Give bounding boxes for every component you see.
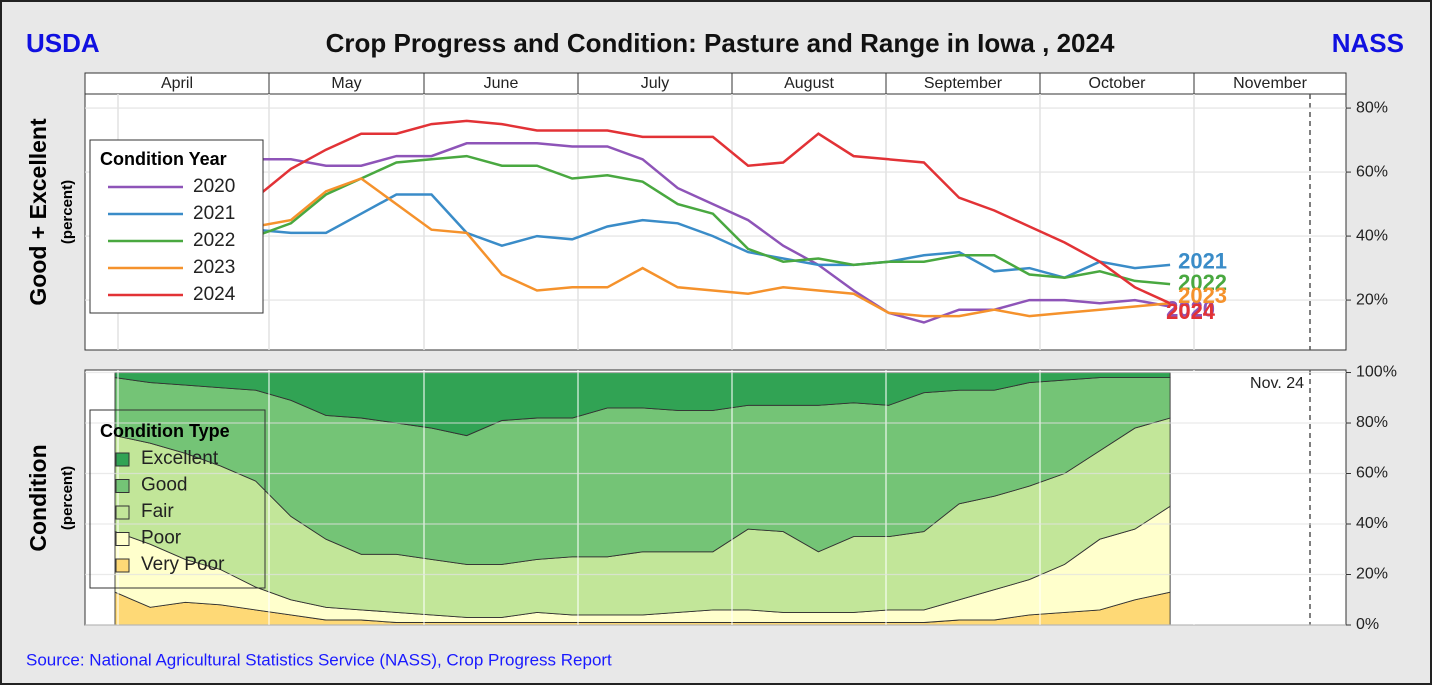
legend-swatch (115, 505, 130, 520)
y-tick-label: 20% (1356, 291, 1388, 308)
legend-label: 2023 (193, 257, 235, 278)
y-tick-label: 80% (1356, 414, 1388, 431)
end-label: 2022 (1178, 270, 1227, 295)
y-tick-label: 40% (1356, 515, 1388, 532)
month-label: October (1089, 75, 1147, 92)
month-label: April (161, 75, 193, 92)
y-tick-label: 0% (1356, 616, 1379, 633)
y-tick-label: 20% (1356, 566, 1388, 583)
legend-swatch (115, 558, 130, 573)
month-label: September (924, 75, 1003, 92)
y-axis-sublabel: (percent) (59, 180, 76, 244)
header-left: USDA (26, 28, 100, 58)
legend-label: 2020 (193, 176, 235, 197)
month-label: August (784, 75, 834, 92)
legend-label: 2024 (193, 284, 236, 305)
series-line (149, 142, 1171, 324)
source: Source: National Agricultural Statistics… (26, 650, 612, 669)
y-tick-label: 80% (1356, 99, 1388, 116)
legend-swatch (115, 452, 130, 467)
legend-label: Good (141, 475, 187, 496)
legend-label: 2021 (193, 203, 235, 224)
y-tick-label: 100% (1356, 364, 1397, 381)
header-right: NASS (1332, 28, 1404, 58)
end-label: 2020 (1166, 296, 1215, 321)
end-label: 2021 (1178, 249, 1227, 274)
legend-swatch (115, 532, 130, 546)
month-cell (1193, 72, 1347, 95)
legend-label: 2022 (193, 230, 235, 251)
month-label: November (1233, 75, 1307, 92)
end-label: 2023 (1178, 283, 1227, 308)
legend-label: Very Poor (141, 554, 225, 575)
y-tick-label: 40% (1356, 227, 1388, 244)
month-label: July (641, 75, 669, 92)
y-axis-label: Condition (25, 444, 51, 551)
legend-title: Condition Year (100, 149, 227, 169)
legend-label: Excellent (141, 448, 219, 469)
series-line (114, 119, 1171, 305)
annotation: Nov. 24 (1250, 375, 1304, 392)
chart-title: Crop Progress and Condition: Pasture and… (326, 28, 1115, 58)
month-label: May (331, 75, 361, 92)
y-tick-label: 60% (1356, 163, 1388, 180)
month-label: June (484, 75, 519, 92)
y-axis-label: Good + Excellent (25, 118, 51, 306)
legend-title: Condition Type (100, 421, 230, 441)
series-line (149, 177, 1171, 318)
legend-box (89, 409, 266, 589)
legend-swatch (115, 479, 130, 493)
legend-box (89, 139, 264, 314)
end-label: 2024 (1166, 299, 1216, 324)
series-line (185, 193, 1171, 280)
legend-label: Poor (141, 528, 182, 549)
y-axis-sublabel: (percent) (59, 466, 76, 530)
series-line (149, 154, 1171, 286)
legend-label: Fair (141, 501, 174, 522)
y-tick-label: 60% (1356, 465, 1388, 482)
